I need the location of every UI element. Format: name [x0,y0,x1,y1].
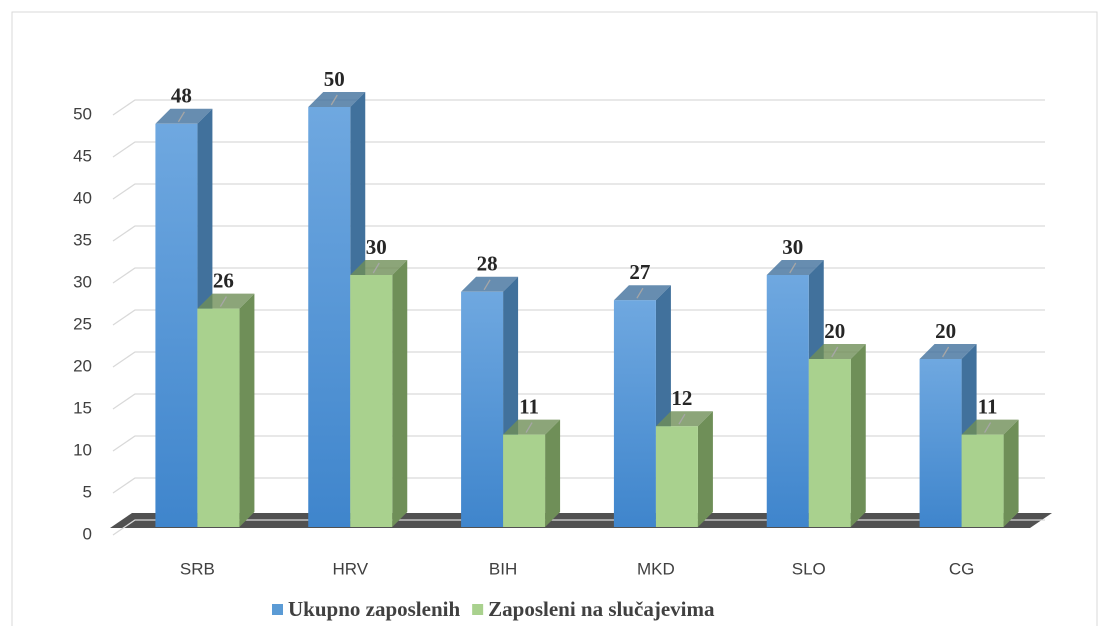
bar-front [503,434,546,527]
y-tick-label: 10 [73,440,92,459]
bar-front [919,359,962,527]
bar-top [155,108,213,124]
bar-front [766,275,809,527]
bar [766,260,824,527]
bar-front [613,300,656,527]
y-tick-label: 0 [83,524,92,543]
data-label: 20 [824,319,845,343]
bar-side [545,419,561,527]
data-label: 26 [213,268,234,292]
bar-side [239,293,255,527]
y-tick-label: 15 [73,398,92,417]
x-tick-label: MKD [637,559,675,578]
bar-side [850,344,866,527]
legend-label: Ukupno zaposlenih [288,597,460,621]
x-tick-label: HRV [332,559,368,578]
data-label: 30 [782,235,803,259]
y-tick-label: 20 [73,356,92,375]
y-tick-label: 45 [73,146,92,165]
data-label: 11 [519,394,539,418]
grid-line [112,309,1045,326]
bar-top [919,344,977,359]
grid-line [112,477,1045,494]
legend-swatch [472,604,484,615]
data-label: 27 [629,260,650,284]
label-leader [831,346,839,358]
y-tick-label: 25 [73,314,92,333]
label-leader [483,279,491,291]
bar-top [197,293,255,309]
bar-top [766,260,824,275]
data-label: 11 [978,394,998,418]
bar [961,419,1019,527]
label-leader [636,287,644,299]
x-tick-label: SLO [792,559,826,578]
chart-border [11,11,1098,631]
label-leader [984,422,992,433]
y-tick-label: 30 [73,272,92,291]
bar-top [613,285,671,301]
grid-line [112,435,1045,452]
x-tick-label: BIH [489,559,517,578]
bar-top [503,419,561,435]
bar-side [697,411,713,527]
bar-front [808,359,851,527]
data-label: 30 [366,235,387,259]
bar [655,411,713,527]
bar [350,260,408,527]
data-label: 28 [477,252,498,276]
bar-front [197,308,240,527]
grid-line [112,519,1045,536]
bar-top [350,260,408,275]
bar-front [350,275,393,527]
y-tick-label: 35 [73,230,92,249]
bar [197,293,255,527]
bar-top [808,344,866,359]
grid-line [112,393,1045,410]
x-tick-label: SRB [180,559,215,578]
label-leader [219,296,227,307]
grid-line [112,267,1045,284]
data-label: 12 [671,386,692,410]
bar-top [461,276,519,292]
grid-line [112,351,1045,368]
bar-front [308,107,351,527]
legend-label: Zaposleni na slučajevima [488,597,715,621]
label-leader [942,346,950,358]
x-tick-label: CG [949,559,975,578]
y-tick-label: 5 [83,482,92,501]
bar-front [461,291,504,527]
y-tick-label: 40 [73,188,92,207]
bar-front [155,123,198,528]
grid-line [112,141,1045,158]
label-leader [789,262,797,274]
data-label: 20 [935,319,956,343]
legend-swatch [272,604,283,615]
bar [808,344,866,527]
data-label: 48 [171,84,192,108]
bar-front [961,434,1004,527]
grid-line [112,99,1045,116]
bar-side [1003,419,1019,527]
bar-top [308,92,366,107]
bar [503,419,561,527]
label-leader [330,94,338,106]
bar-top [961,419,1019,435]
y-tick-label: 50 [73,104,92,123]
bar-front [655,426,698,527]
grid-line [112,183,1045,200]
label-leader [678,413,686,425]
bar-top [655,411,713,427]
bar-side [392,260,408,527]
label-leader [525,422,533,433]
data-label: 50 [324,67,345,91]
label-leader [177,111,185,123]
label-leader [372,262,380,274]
grid-line [112,225,1045,242]
